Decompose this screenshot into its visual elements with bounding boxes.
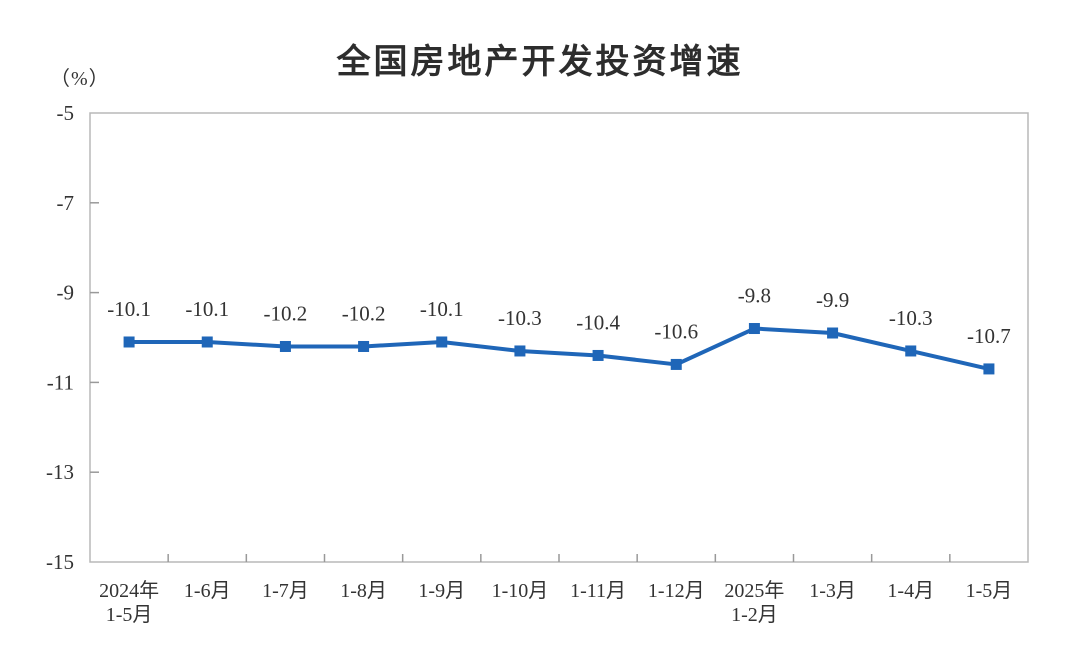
x-category-label: 1-4月 <box>887 580 934 602</box>
x-category-label: 1-8月 <box>340 580 387 602</box>
y-tick-label: -15 <box>46 550 74 574</box>
data-point-label: -9.9 <box>816 288 849 312</box>
data-point-label: -10.2 <box>342 301 386 325</box>
x-category-label: 2025年 1-2月 <box>724 579 784 626</box>
y-tick-label: -11 <box>47 370 74 394</box>
x-category-label: 1-6月 <box>184 580 231 602</box>
x-category-label: 1-9月 <box>418 580 465 602</box>
data-point-marker <box>436 336 448 348</box>
chart-title: 全国房地产开发投资增速 <box>336 43 744 81</box>
data-point-label: -10.1 <box>107 297 151 321</box>
y-axis-unit-label: （%） <box>50 68 110 90</box>
data-point-marker <box>748 323 760 335</box>
y-tick-label: -9 <box>57 281 75 305</box>
data-point-label: -9.8 <box>738 284 771 308</box>
y-tick-label: -7 <box>57 191 75 215</box>
x-category-label: 1-3月 <box>809 580 856 602</box>
data-point-label: -10.3 <box>498 306 542 330</box>
data-point-marker <box>358 340 370 352</box>
plot-border <box>89 112 1029 563</box>
data-point-marker <box>592 349 604 361</box>
data-point-label: -10.3 <box>889 306 933 330</box>
data-point-label: -10.2 <box>264 301 308 325</box>
x-category-label: 1-11月 <box>570 580 626 602</box>
x-category-label: 1-10月 <box>492 580 549 602</box>
data-point-marker <box>905 345 917 357</box>
data-point-marker <box>279 340 291 352</box>
data-point-label: -10.1 <box>420 297 464 321</box>
data-point-marker <box>827 327 839 339</box>
data-point-marker <box>123 336 135 348</box>
data-point-label: -10.1 <box>185 297 229 321</box>
y-tick-label: -5 <box>57 101 75 125</box>
data-point-label: -10.4 <box>576 310 620 334</box>
x-category-label: 1-7月 <box>262 580 309 602</box>
data-point-label: -10.7 <box>967 324 1011 348</box>
x-category-label: 2024年 1-5月 <box>99 579 159 626</box>
data-point-marker <box>201 336 213 348</box>
x-category-label: 1-12月 <box>648 580 705 602</box>
data-point-marker <box>670 358 682 370</box>
x-category-label: 1-5月 <box>966 580 1013 602</box>
trend-line <box>127 326 991 371</box>
data-point-label: -10.6 <box>654 319 698 343</box>
data-point-marker <box>983 363 995 375</box>
y-tick-label: -13 <box>46 460 74 484</box>
data-point-marker <box>514 345 526 357</box>
